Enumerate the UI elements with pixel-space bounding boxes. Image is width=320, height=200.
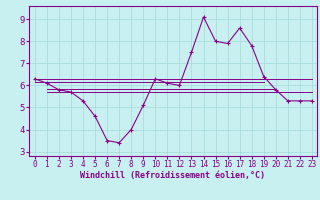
X-axis label: Windchill (Refroidissement éolien,°C): Windchill (Refroidissement éolien,°C) (80, 171, 265, 180)
